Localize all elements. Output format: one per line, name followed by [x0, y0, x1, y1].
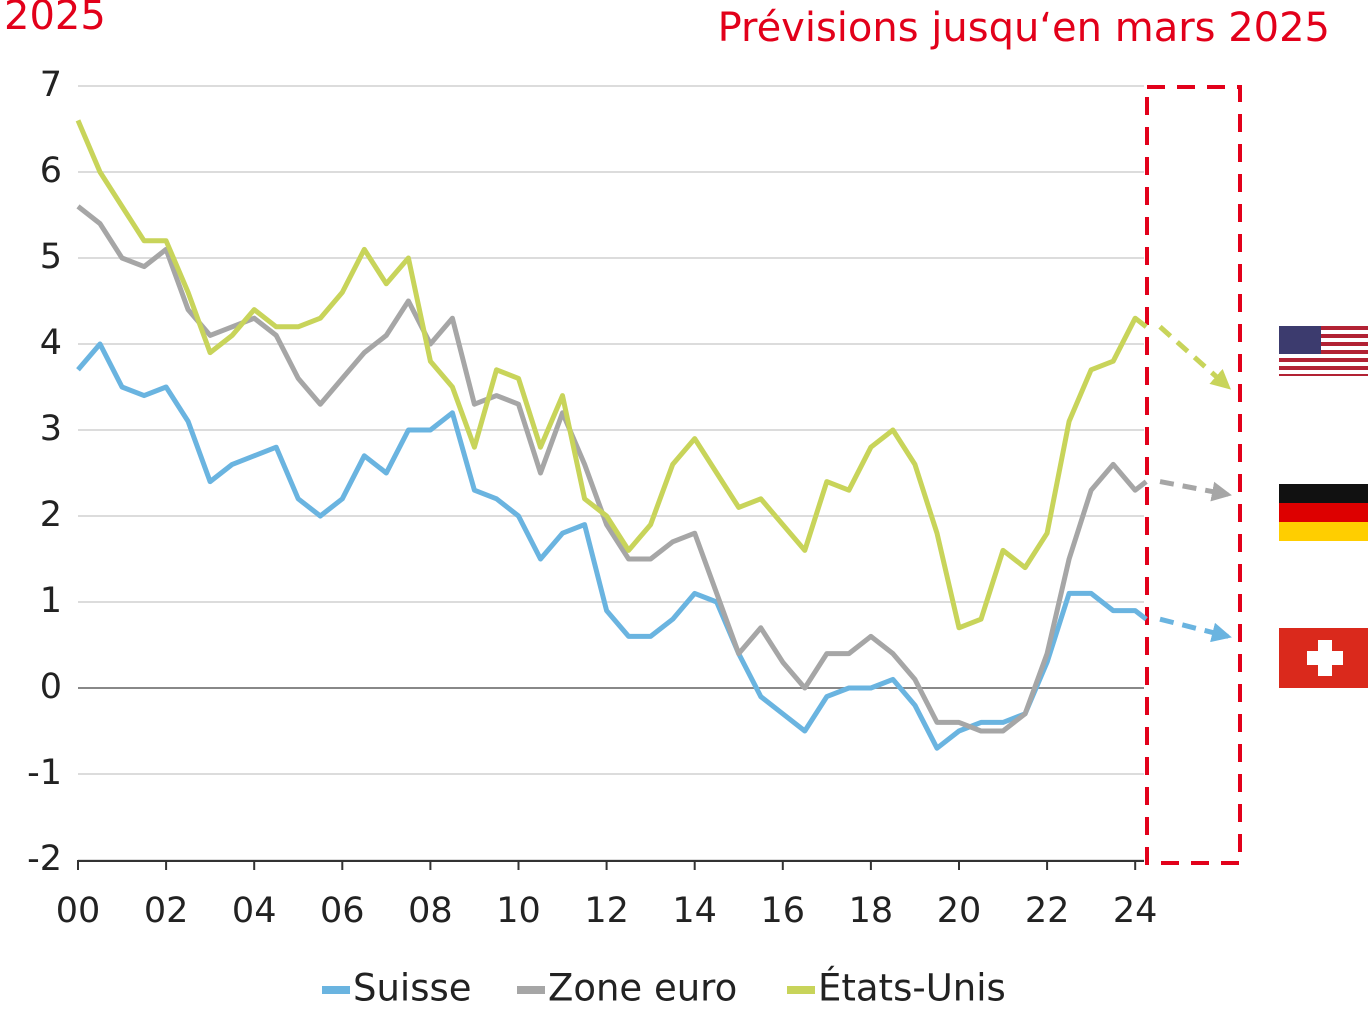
y-tick-label: -2	[27, 839, 62, 879]
y-tick-label: 0	[40, 667, 62, 707]
y-tick-label: -1	[27, 753, 62, 793]
x-tick-label: 06	[320, 891, 365, 931]
forecast-arrow	[1159, 616, 1232, 643]
y-tick-label: 7	[40, 65, 62, 105]
x-tick-label: 00	[56, 891, 101, 931]
flag-us	[1279, 326, 1368, 376]
y-tick-label: 3	[40, 409, 62, 449]
legend-text: États-Unis	[818, 966, 1006, 1009]
flag-de	[1279, 484, 1368, 541]
x-tick-label: 04	[232, 891, 277, 931]
x-tick-label: 22	[1025, 891, 1070, 931]
y-tick-label: 4	[40, 323, 62, 363]
series-line	[76, 204, 1148, 734]
flag-ch	[1279, 628, 1368, 688]
chart-title: 2025	[4, 0, 106, 39]
annotation: Prévisions jusqu‘en mars 2025	[718, 5, 1330, 51]
legend-text: Zone euro	[548, 967, 737, 1009]
x-tick-label: 16	[761, 891, 806, 931]
x-tick-label: 10	[496, 891, 541, 931]
y-tick-label: 5	[40, 237, 62, 277]
x-tick-label: 12	[584, 891, 629, 931]
legend-text: Suisse	[353, 967, 472, 1009]
x-tick-label: 08	[408, 891, 453, 931]
y-tick-label: 6	[40, 151, 62, 191]
series-line	[76, 341, 1148, 751]
series-line	[75, 119, 1148, 631]
y-tick-label: 1	[40, 581, 62, 621]
x-tick-label: 20	[937, 891, 982, 931]
x-tick-label: 02	[144, 891, 189, 931]
x-tick-label: 14	[672, 891, 717, 931]
forecast-arrow	[1158, 324, 1231, 390]
forecast-arrow	[1159, 479, 1232, 502]
x-tick-label: 24	[1113, 891, 1158, 931]
x-tick-label: 18	[849, 891, 894, 931]
forecast-box	[1145, 85, 1242, 865]
y-tick-label: 2	[40, 495, 62, 535]
